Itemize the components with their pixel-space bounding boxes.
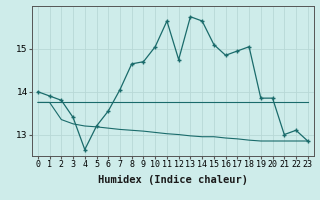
X-axis label: Humidex (Indice chaleur): Humidex (Indice chaleur) bbox=[98, 175, 248, 185]
